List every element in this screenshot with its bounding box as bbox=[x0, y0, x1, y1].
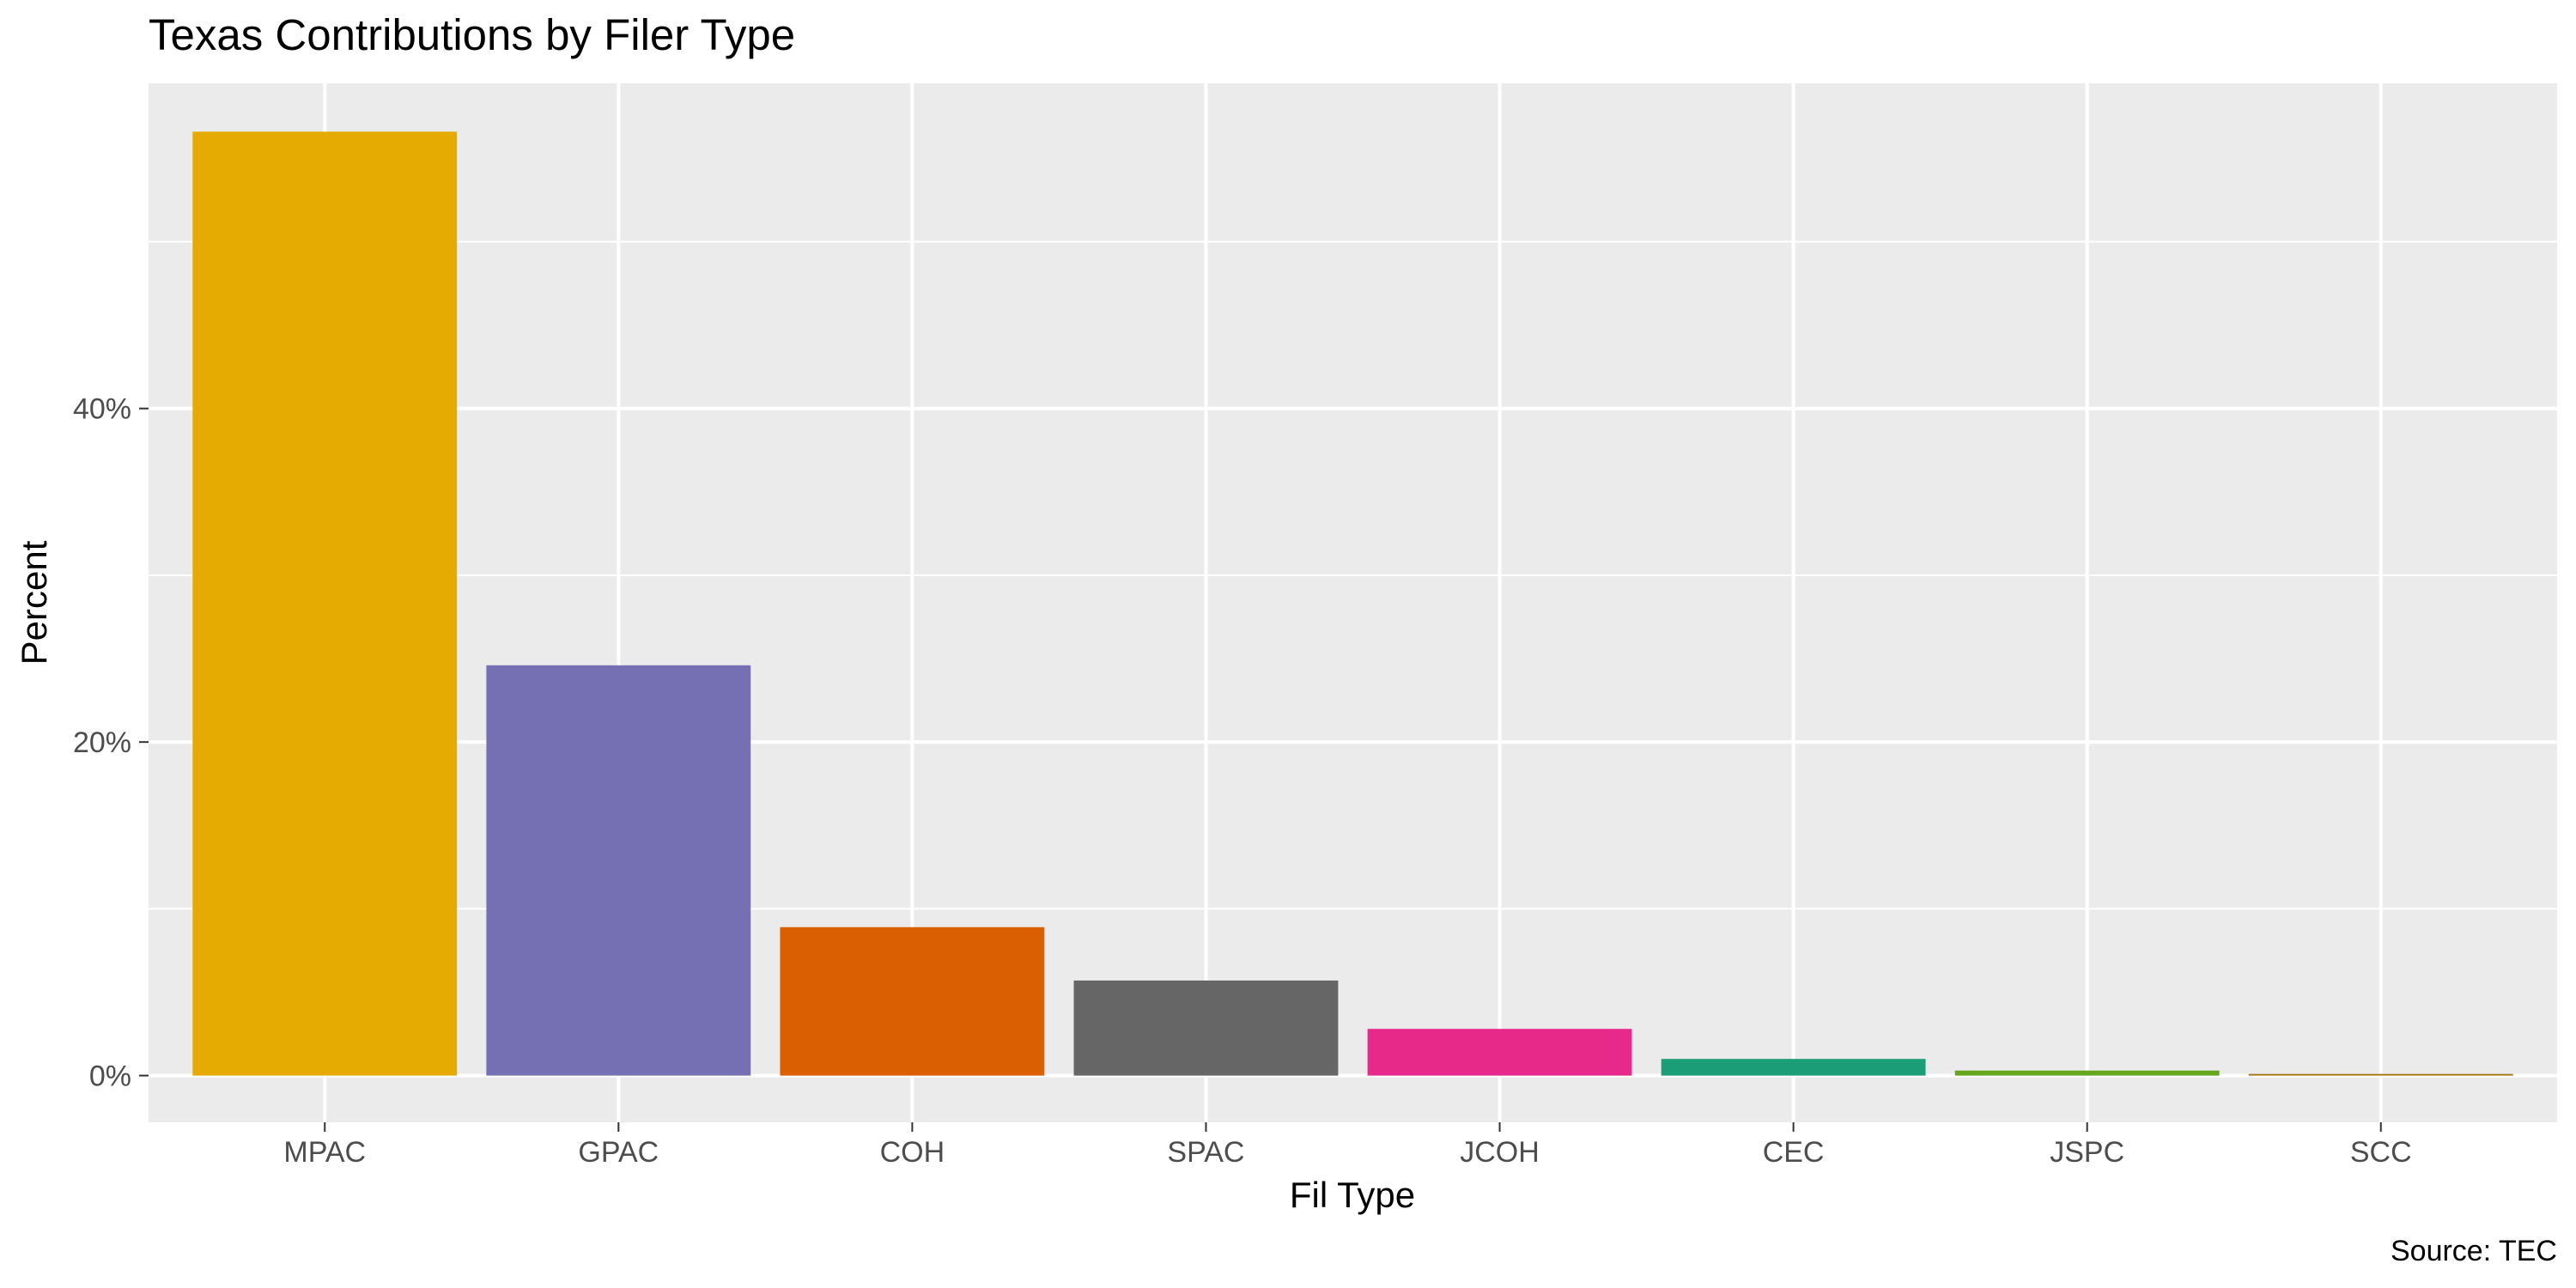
bar-spac bbox=[1073, 980, 1339, 1076]
x-tick-label: SCC bbox=[2350, 1136, 2412, 1169]
bar-jcoh bbox=[1367, 1029, 1632, 1076]
x-tick-label: JCOH bbox=[1460, 1136, 1540, 1169]
bar-mpac bbox=[192, 131, 458, 1076]
bars bbox=[192, 131, 2513, 1076]
y-tick-label: 40% bbox=[73, 393, 131, 426]
x-tick-label: MPAC bbox=[283, 1136, 366, 1169]
x-tick-label: COH bbox=[880, 1136, 945, 1169]
x-tick-label: CEC bbox=[1763, 1136, 1825, 1169]
x-tick-label: SPAC bbox=[1167, 1136, 1244, 1169]
bar-jspc bbox=[1954, 1070, 2220, 1076]
x-tick-label: JSPC bbox=[2050, 1136, 2124, 1169]
y-axis: 0% 20% 40% bbox=[73, 393, 149, 1093]
bar-gpac bbox=[486, 665, 751, 1076]
x-axis: MPAC GPAC COH SPAC JCOH CEC JSPC SCC bbox=[283, 1122, 2412, 1169]
bar-scc bbox=[2248, 1073, 2513, 1076]
bar-coh bbox=[780, 927, 1045, 1076]
y-tick-label: 20% bbox=[73, 726, 131, 759]
chart-caption: Source: TEC bbox=[2391, 1235, 2557, 1267]
x-tick-label: GPAC bbox=[578, 1136, 659, 1169]
chart-title: Texas Contributions by Filer Type bbox=[149, 10, 795, 59]
y-axis-title: Percent bbox=[14, 540, 54, 665]
bar-cec bbox=[1661, 1059, 1926, 1076]
x-axis-title: Fil Type bbox=[1290, 1175, 1415, 1215]
y-tick-label: 0% bbox=[89, 1060, 131, 1093]
